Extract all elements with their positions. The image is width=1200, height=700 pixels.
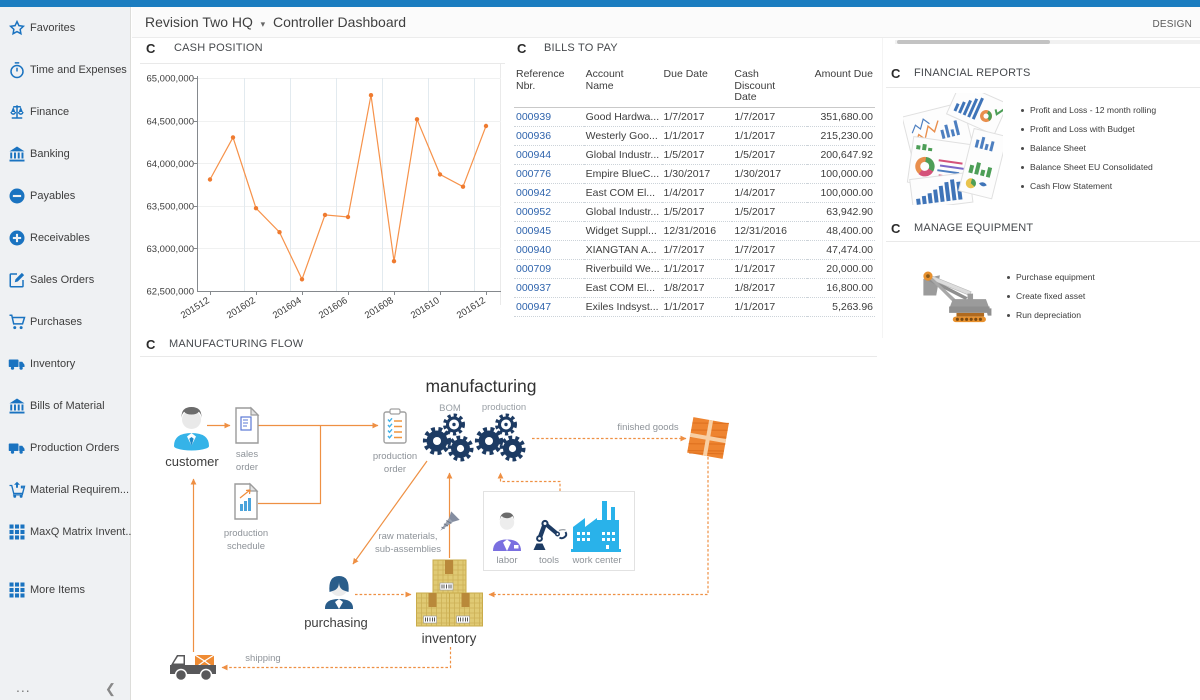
svg-text:64,000,000: 64,000,000 [146, 159, 194, 170]
svg-text:work center: work center [571, 555, 621, 566]
svg-text:customer: customer [165, 454, 219, 469]
svg-text:raw materials,: raw materials, [378, 531, 437, 542]
svg-text:production: production [224, 528, 268, 539]
svg-text:labor: labor [496, 555, 517, 566]
svg-text:shipping: shipping [245, 653, 280, 664]
svg-text:63,000,000: 63,000,000 [146, 244, 194, 255]
svg-text:63,500,000: 63,500,000 [146, 202, 194, 213]
svg-text:sales: sales [236, 449, 258, 460]
svg-text:purchasing: purchasing [304, 615, 368, 630]
svg-text:tools: tools [539, 555, 559, 566]
svg-text:65,000,000: 65,000,000 [146, 74, 194, 85]
svg-text:manufacturing: manufacturing [426, 376, 537, 396]
svg-text:sub-assemblies: sub-assemblies [375, 544, 441, 555]
svg-text:order: order [236, 462, 258, 473]
svg-text:schedule: schedule [227, 541, 265, 552]
svg-text:201606: 201606 [317, 295, 350, 320]
svg-text:production: production [482, 402, 526, 413]
svg-text:201610: 201610 [409, 295, 442, 320]
svg-text:201608: 201608 [363, 295, 396, 320]
svg-text:production: production [373, 451, 417, 462]
svg-text:62,500,000: 62,500,000 [146, 287, 194, 298]
svg-text:order: order [384, 464, 406, 475]
svg-text:201612: 201612 [455, 295, 488, 320]
svg-text:201512: 201512 [179, 295, 212, 320]
svg-text:inventory: inventory [422, 631, 477, 646]
svg-text:201604: 201604 [271, 295, 304, 320]
svg-text:finished goods: finished goods [617, 422, 679, 433]
svg-text:201602: 201602 [225, 295, 258, 320]
svg-text:64,500,000: 64,500,000 [146, 117, 194, 128]
svg-text:BOM: BOM [439, 403, 461, 414]
